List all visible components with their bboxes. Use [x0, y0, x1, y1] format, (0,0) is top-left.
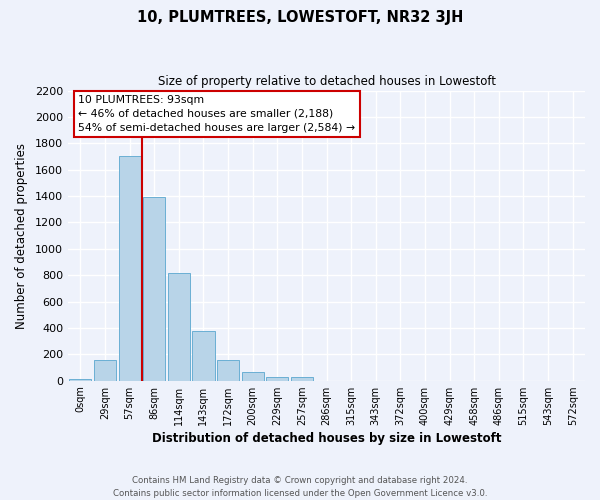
Bar [94, 360, 116, 380]
Bar [193, 330, 215, 380]
Text: 10, PLUMTREES, LOWESTOFT, NR32 3JH: 10, PLUMTREES, LOWESTOFT, NR32 3JH [137, 10, 463, 25]
Bar [69, 378, 91, 380]
X-axis label: Distribution of detached houses by size in Lowestoft: Distribution of detached houses by size … [152, 432, 501, 445]
Bar [143, 198, 165, 380]
Y-axis label: Number of detached properties: Number of detached properties [15, 142, 28, 328]
Title: Size of property relative to detached houses in Lowestoft: Size of property relative to detached ho… [158, 75, 496, 88]
Bar [291, 378, 313, 380]
Bar [119, 156, 140, 380]
Text: 10 PLUMTREES: 93sqm
← 46% of detached houses are smaller (2,188)
54% of semi-det: 10 PLUMTREES: 93sqm ← 46% of detached ho… [79, 95, 356, 133]
Bar [217, 360, 239, 380]
Bar [266, 376, 289, 380]
Text: Contains HM Land Registry data © Crown copyright and database right 2024.
Contai: Contains HM Land Registry data © Crown c… [113, 476, 487, 498]
Bar [242, 372, 264, 380]
Bar [168, 272, 190, 380]
